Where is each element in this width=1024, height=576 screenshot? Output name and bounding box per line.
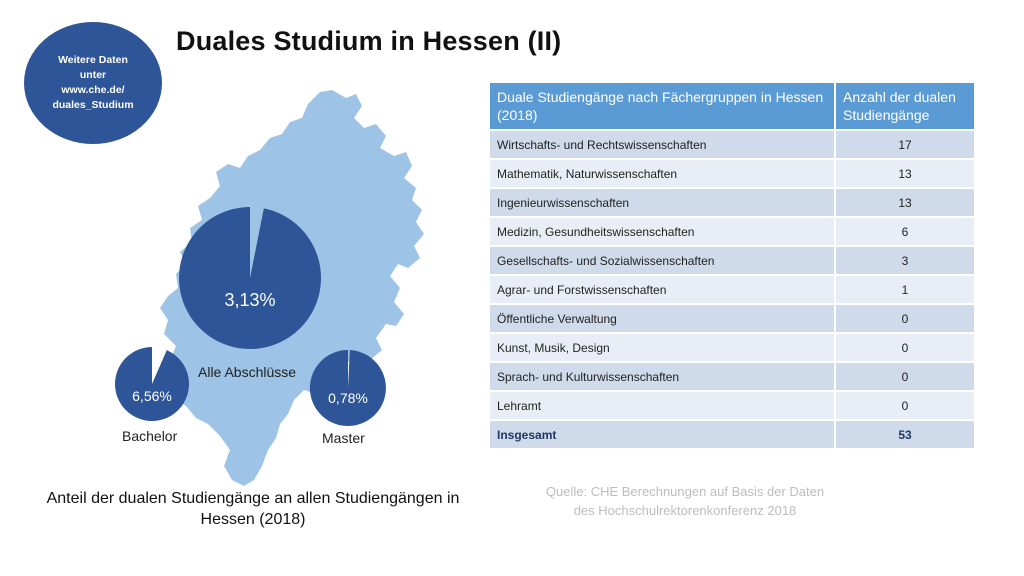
table-cell-value: 0 [834,332,974,361]
table-header-row: Duale Studiengänge nach Fächergruppen in… [490,83,974,129]
fields-table: Duale Studiengänge nach Fächergruppen in… [490,83,974,448]
pie-bachelor-slice [114,347,189,421]
table-cell-value: 17 [834,129,974,158]
pie-master-label: Master [322,430,365,446]
table-row: Kunst, Musik, Design 0 [490,332,974,361]
table-cell-label: Wirtschafts- und Rechtswissenschaften [490,129,834,158]
source-note: Quelle: CHE Berechnungen auf Basis der D… [510,482,860,520]
pie-master-slice [309,349,386,426]
pie-all [178,207,321,350]
table-cell-value: 0 [834,390,974,419]
table-row: Lehramt 0 [490,390,974,419]
table-cell-label: Ingenieurwissenschaften [490,187,834,216]
bubble-link[interactable]: duales_Studium [52,99,134,111]
table-row: Gesellschafts- und Sozialwissenschaften … [490,245,974,274]
table-row: Mathematik, Naturwissenschaften 13 [490,158,974,187]
pie-all-slice [178,207,321,350]
table-cell-label: Medizin, Gesundheitswissenschaften [490,216,834,245]
table-cell-label: Gesellschafts- und Sozialwissenschaften [490,245,834,274]
table-row: Sprach- und Kulturwissenschaften 0 [490,361,974,390]
table-row-total: Insgesamt 53 [490,419,974,448]
table-cell-value: 53 [834,419,974,448]
pie-all-label: Alle Abschlüsse [198,364,297,380]
pie-all-value: 3,13% [224,290,276,310]
source-line: Quelle: CHE Berechnungen auf Basis der D… [545,484,825,499]
table-cell-value: 3 [834,245,974,274]
table-cell-value: 13 [834,187,974,216]
source-line: des Hochschulrektorenkonferenz 2018 [573,503,797,518]
table-cell-label: Agrar- und Forstwissenschaften [490,274,834,303]
bubble-link[interactable]: www.che.de/ [61,84,125,96]
pie-bachelor [114,347,189,421]
table-cell-value: 13 [834,158,974,187]
map-caption: Anteil der dualen Studiengänge an allen … [46,490,460,528]
table-cell-value: 0 [834,303,974,332]
bubble-line: Weitere Daten [58,54,128,66]
pie-master [309,349,386,426]
table-cell-label: Öffentliche Verwaltung [490,303,834,332]
table-header-count: Anzahl der dualen Studiengänge [834,83,974,129]
table-cell-label: Insgesamt [490,419,834,448]
page-title: Duales Studium in Hessen (II) [176,26,562,56]
pie-bachelor-label: Bachelor [122,428,178,444]
table-row: Öffentliche Verwaltung 0 [490,303,974,332]
table-row: Ingenieurwissenschaften 13 [490,187,974,216]
table-row: Wirtschafts- und Rechtswissenschaften 17 [490,129,974,158]
table-cell-value: 6 [834,216,974,245]
table-row: Agrar- und Forstwissenschaften 1 [490,274,974,303]
table-row: Medizin, Gesundheitswissenschaften 6 [490,216,974,245]
table-cell-value: 0 [834,361,974,390]
pie-bachelor-value: 6,56% [132,388,172,404]
table-header-field: Duale Studiengänge nach Fächergruppen in… [490,83,834,129]
table-cell-label: Lehramt [490,390,834,419]
table-cell-label: Sprach- und Kulturwissenschaften [490,361,834,390]
bubble-line: unter [79,69,107,81]
info-bubble: Weitere Daten unter www.che.de/ duales_S… [24,22,162,144]
pie-master-value: 0,78% [328,390,368,406]
table-cell-label: Kunst, Musik, Design [490,332,834,361]
table-cell-value: 1 [834,274,974,303]
table-cell-label: Mathematik, Naturwissenschaften [490,158,834,187]
